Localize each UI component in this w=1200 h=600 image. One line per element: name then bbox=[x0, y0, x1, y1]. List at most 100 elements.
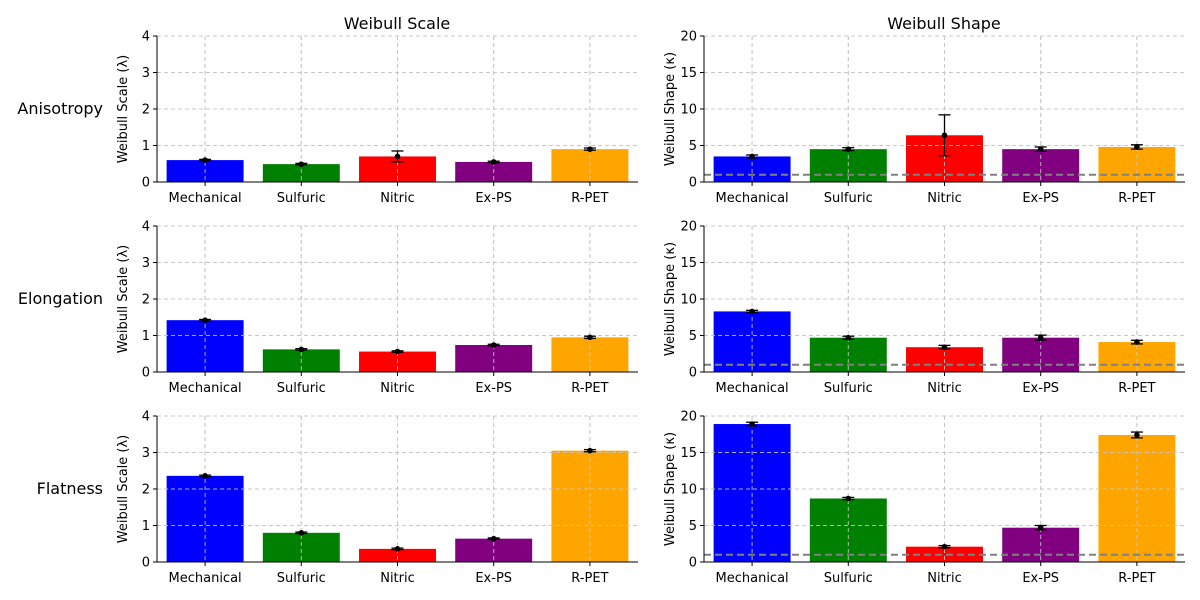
x-tick-label-r-pet: R-PET bbox=[571, 571, 608, 586]
y-tick-label: 5 bbox=[689, 329, 697, 344]
y-tick-label: 10 bbox=[680, 293, 697, 308]
mean-point-mechanical bbox=[202, 157, 208, 163]
y-tick-label: 3 bbox=[142, 256, 150, 271]
x-tick-label-nitric: Nitric bbox=[380, 381, 415, 396]
x-tick-label-r-pet: R-PET bbox=[1118, 191, 1155, 206]
x-tick-label-nitric: Nitric bbox=[927, 571, 962, 586]
y-axis-label: Weibull Scale (λ) bbox=[116, 55, 131, 164]
x-tick-label-mechanical: Mechanical bbox=[716, 571, 789, 586]
x-tick-label-mechanical: Mechanical bbox=[169, 191, 242, 206]
x-tick-label-r-pet: R-PET bbox=[1118, 571, 1155, 586]
column-title-scale: Weibull Scale bbox=[344, 14, 451, 33]
x-tick-label-nitric: Nitric bbox=[380, 191, 415, 206]
y-tick-label: 0 bbox=[142, 366, 150, 381]
y-tick-label: 0 bbox=[689, 556, 697, 571]
x-tick-label-ex-ps: Ex-PS bbox=[1022, 381, 1059, 396]
y-tick-label: 2 bbox=[142, 483, 150, 498]
bar-sulfuric bbox=[262, 164, 340, 182]
mean-point-nitric bbox=[941, 344, 948, 350]
mean-point-sulfuric bbox=[845, 146, 852, 152]
y-tick-label: 2 bbox=[142, 293, 150, 308]
x-tick-label-ex-ps: Ex-PS bbox=[1022, 191, 1059, 206]
mean-point-r-pet bbox=[1134, 339, 1140, 345]
mean-point-ex-ps bbox=[490, 159, 497, 165]
x-tick-label-r-pet: R-PET bbox=[571, 381, 608, 396]
mean-point-r-pet bbox=[587, 447, 593, 454]
chart-panels: 0 1 2 3 4 Mechanical Sulfuric Nitric Ex-PS R-PET W… bbox=[116, 30, 1185, 586]
x-tick-label-mechanical: Mechanical bbox=[169, 571, 242, 586]
x-tick-label-sulfuric: Sulfuric bbox=[277, 571, 326, 586]
x-tick-label-nitric: Nitric bbox=[927, 191, 962, 206]
mean-point-sulfuric bbox=[298, 346, 305, 353]
panel-elongation-shape: 0 5 10 15 20 Mechanical Sulfuric Nitric Ex-PS R-P… bbox=[663, 220, 1185, 396]
y-axis-label: Weibull Shape (κ) bbox=[663, 52, 678, 166]
mean-point-sulfuric bbox=[845, 495, 852, 502]
y-tick-label: 5 bbox=[689, 139, 697, 154]
mean-point-sulfuric bbox=[845, 334, 852, 341]
mean-point-nitric bbox=[941, 132, 948, 139]
y-tick-label: 5 bbox=[689, 519, 697, 534]
y-tick-label: 0 bbox=[689, 366, 697, 381]
y-axis-label: Weibull Scale (λ) bbox=[116, 245, 131, 354]
y-axis-label: Weibull Shape (κ) bbox=[663, 242, 678, 356]
mean-point-mechanical bbox=[202, 317, 208, 323]
x-tick-label-r-pet: R-PET bbox=[571, 191, 608, 206]
x-tick-label-ex-ps: Ex-PS bbox=[475, 191, 512, 206]
mean-point-mechanical bbox=[202, 473, 208, 479]
y-axis-label: Weibull Shape (κ) bbox=[663, 432, 678, 546]
panel-flatness-scale: 0 1 2 3 4 Mechanical Sulfuric Nitric Ex-PS R-PET W… bbox=[116, 410, 638, 586]
mean-point-nitric bbox=[394, 153, 401, 160]
mean-point-mechanical bbox=[749, 421, 755, 427]
y-tick-label: 15 bbox=[680, 256, 697, 271]
y-tick-label: 4 bbox=[142, 220, 150, 235]
mean-point-mechanical bbox=[749, 153, 755, 160]
mean-point-nitric bbox=[394, 546, 401, 552]
x-tick-label-sulfuric: Sulfuric bbox=[824, 571, 873, 586]
mean-point-ex-ps bbox=[490, 342, 497, 348]
mean-point-mechanical bbox=[749, 308, 755, 315]
mean-point-ex-ps bbox=[1037, 524, 1044, 531]
mean-point-sulfuric bbox=[298, 161, 305, 167]
y-tick-label: 1 bbox=[142, 519, 150, 534]
x-tick-label-sulfuric: Sulfuric bbox=[824, 191, 873, 206]
bar-r-pet bbox=[1098, 434, 1176, 562]
column-title-shape: Weibull Shape bbox=[887, 14, 1001, 33]
mean-point-r-pet bbox=[587, 146, 593, 152]
row-label-anisotropy: Anisotropy bbox=[17, 99, 103, 118]
y-tick-label: 4 bbox=[142, 410, 150, 425]
y-tick-label: 15 bbox=[680, 446, 697, 461]
y-tick-label: 0 bbox=[142, 176, 150, 191]
y-tick-label: 2 bbox=[142, 103, 150, 118]
x-tick-label-sulfuric: Sulfuric bbox=[277, 381, 326, 396]
y-tick-label: 20 bbox=[680, 30, 697, 45]
y-tick-label: 15 bbox=[680, 66, 697, 81]
x-tick-label-nitric: Nitric bbox=[380, 571, 415, 586]
y-tick-label: 20 bbox=[680, 220, 697, 235]
panel-anisotropy-shape: 0 5 10 15 20 Mechanical Sulfuric Nitric Ex-PS R-P… bbox=[663, 30, 1185, 206]
mean-point-ex-ps bbox=[490, 535, 497, 542]
x-tick-label-ex-ps: Ex-PS bbox=[475, 571, 512, 586]
x-tick-label-sulfuric: Sulfuric bbox=[277, 191, 326, 206]
x-tick-label-ex-ps: Ex-PS bbox=[1022, 571, 1059, 586]
mean-point-ex-ps bbox=[1037, 146, 1044, 152]
x-tick-label-mechanical: Mechanical bbox=[716, 381, 789, 396]
row-label-flatness: Flatness bbox=[37, 479, 103, 498]
y-tick-label: 3 bbox=[142, 66, 150, 81]
panel-elongation-scale: 0 1 2 3 4 Mechanical Sulfuric Nitric Ex-PS R-PET W… bbox=[116, 220, 638, 396]
x-tick-label-nitric: Nitric bbox=[927, 381, 962, 396]
y-tick-label: 20 bbox=[680, 410, 697, 425]
bar-nitric bbox=[906, 546, 983, 562]
mean-point-nitric bbox=[394, 348, 401, 355]
panel-flatness-shape: 0 5 10 15 20 Mechanical Sulfuric Nitric Ex-PS R-P… bbox=[663, 410, 1185, 586]
y-axis-label: Weibull Scale (λ) bbox=[116, 435, 131, 544]
y-tick-label: 0 bbox=[142, 556, 150, 571]
row-label-elongation: Elongation bbox=[18, 289, 103, 308]
mean-point-r-pet bbox=[587, 334, 593, 341]
x-tick-label-ex-ps: Ex-PS bbox=[475, 381, 512, 396]
bar-nitric bbox=[359, 548, 436, 562]
x-tick-label-sulfuric: Sulfuric bbox=[824, 381, 873, 396]
mean-point-nitric bbox=[941, 543, 948, 550]
panel-anisotropy-scale: 0 1 2 3 4 Mechanical Sulfuric Nitric Ex-PS R-PET W… bbox=[116, 30, 638, 206]
y-tick-label: 10 bbox=[680, 103, 697, 118]
